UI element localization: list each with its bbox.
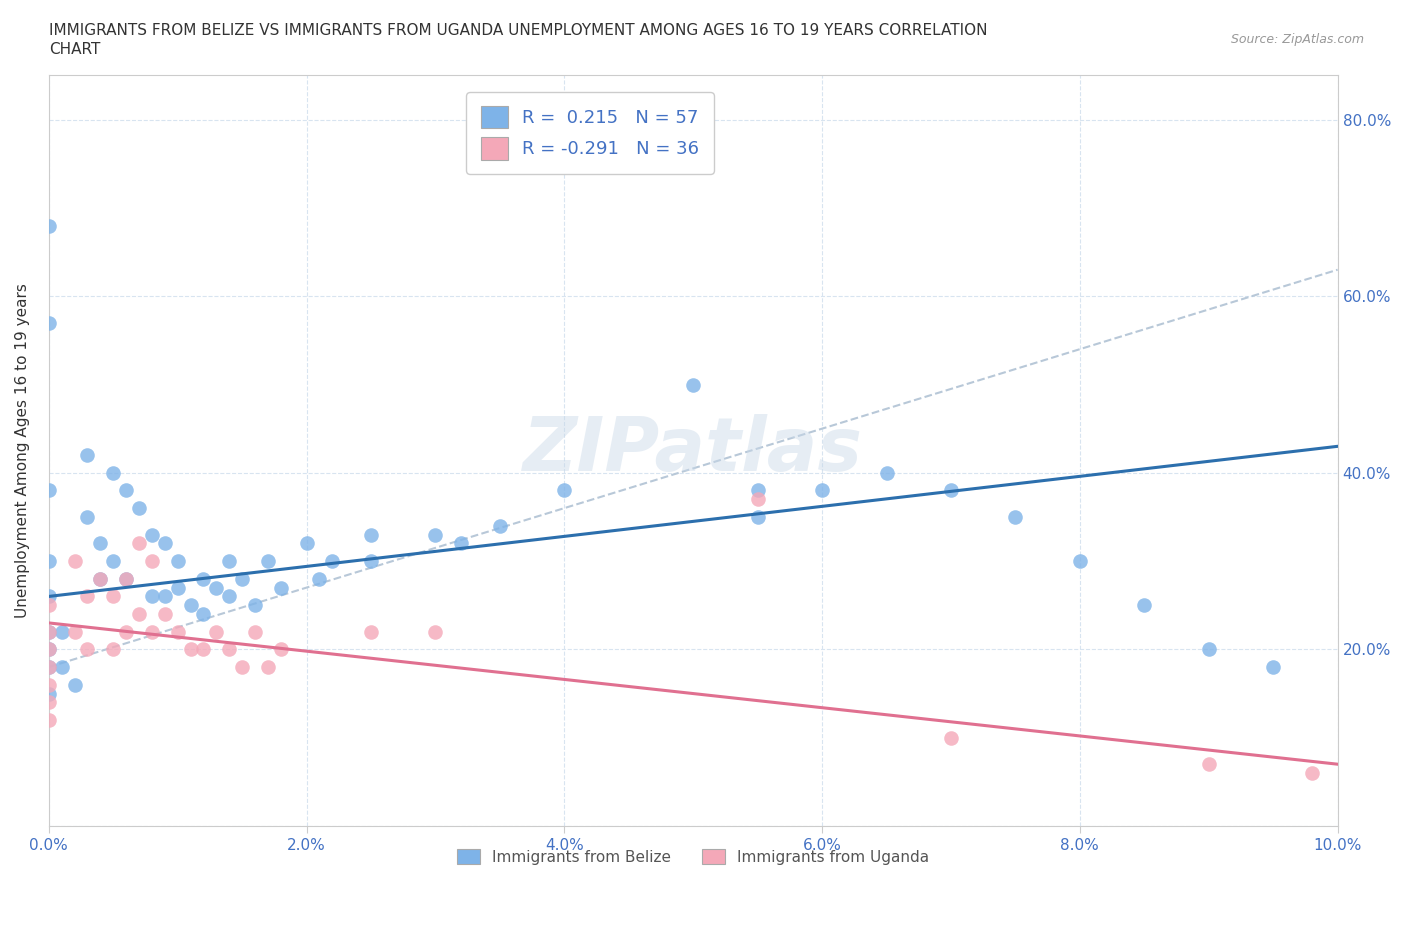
Point bbox=[360, 553, 382, 568]
Point bbox=[38, 677, 60, 692]
Text: CHART: CHART bbox=[49, 42, 101, 57]
Point bbox=[193, 642, 215, 657]
Point bbox=[489, 518, 512, 533]
Text: ZIPatlas: ZIPatlas bbox=[523, 414, 863, 487]
Point bbox=[876, 465, 898, 480]
Point bbox=[1198, 642, 1220, 657]
Point bbox=[939, 730, 962, 745]
Point bbox=[153, 606, 176, 621]
Point bbox=[308, 571, 330, 586]
Point bbox=[76, 589, 98, 604]
Point bbox=[63, 553, 86, 568]
Y-axis label: Unemployment Among Ages 16 to 19 years: Unemployment Among Ages 16 to 19 years bbox=[15, 284, 30, 618]
Point bbox=[425, 527, 447, 542]
Point bbox=[218, 553, 240, 568]
Point bbox=[360, 527, 382, 542]
Point bbox=[747, 492, 769, 507]
Point bbox=[38, 483, 60, 498]
Point bbox=[166, 553, 188, 568]
Point bbox=[63, 624, 86, 639]
Point bbox=[553, 483, 575, 498]
Point bbox=[38, 642, 60, 657]
Point bbox=[166, 580, 188, 595]
Point bbox=[38, 219, 60, 233]
Point bbox=[89, 536, 111, 551]
Point bbox=[38, 659, 60, 674]
Point bbox=[76, 642, 98, 657]
Point bbox=[63, 677, 86, 692]
Point bbox=[38, 695, 60, 710]
Point bbox=[243, 598, 266, 613]
Point bbox=[682, 377, 704, 392]
Point bbox=[747, 510, 769, 525]
Point bbox=[257, 659, 280, 674]
Point bbox=[115, 624, 138, 639]
Point bbox=[1198, 757, 1220, 772]
Point bbox=[76, 447, 98, 462]
Point bbox=[939, 483, 962, 498]
Point bbox=[1133, 598, 1156, 613]
Point bbox=[425, 624, 447, 639]
Point bbox=[321, 553, 343, 568]
Point bbox=[218, 589, 240, 604]
Point bbox=[270, 580, 292, 595]
Point bbox=[38, 624, 60, 639]
Point bbox=[205, 624, 228, 639]
Point bbox=[89, 571, 111, 586]
Point bbox=[141, 527, 163, 542]
Point bbox=[38, 642, 60, 657]
Point bbox=[38, 553, 60, 568]
Point bbox=[193, 571, 215, 586]
Point bbox=[76, 510, 98, 525]
Point bbox=[115, 571, 138, 586]
Point bbox=[231, 571, 253, 586]
Point bbox=[141, 589, 163, 604]
Point bbox=[153, 589, 176, 604]
Point bbox=[193, 606, 215, 621]
Point bbox=[1069, 553, 1091, 568]
Point bbox=[89, 571, 111, 586]
Text: IMMIGRANTS FROM BELIZE VS IMMIGRANTS FROM UGANDA UNEMPLOYMENT AMONG AGES 16 TO 1: IMMIGRANTS FROM BELIZE VS IMMIGRANTS FRO… bbox=[49, 23, 987, 38]
Point bbox=[115, 483, 138, 498]
Point bbox=[128, 536, 150, 551]
Point bbox=[360, 624, 382, 639]
Point bbox=[103, 589, 125, 604]
Point bbox=[295, 536, 318, 551]
Point bbox=[103, 642, 125, 657]
Point bbox=[103, 553, 125, 568]
Point bbox=[38, 315, 60, 330]
Point bbox=[38, 589, 60, 604]
Point bbox=[166, 624, 188, 639]
Point bbox=[141, 553, 163, 568]
Legend: Immigrants from Belize, Immigrants from Uganda: Immigrants from Belize, Immigrants from … bbox=[451, 843, 935, 870]
Point bbox=[103, 465, 125, 480]
Point bbox=[51, 659, 73, 674]
Point bbox=[38, 659, 60, 674]
Point bbox=[270, 642, 292, 657]
Point bbox=[180, 642, 202, 657]
Point bbox=[450, 536, 472, 551]
Point bbox=[141, 624, 163, 639]
Point bbox=[38, 598, 60, 613]
Point bbox=[243, 624, 266, 639]
Point bbox=[811, 483, 834, 498]
Point bbox=[115, 571, 138, 586]
Point bbox=[747, 483, 769, 498]
Point bbox=[38, 686, 60, 701]
Point bbox=[231, 659, 253, 674]
Point bbox=[180, 598, 202, 613]
Point bbox=[153, 536, 176, 551]
Point bbox=[1263, 659, 1285, 674]
Point bbox=[257, 553, 280, 568]
Point bbox=[218, 642, 240, 657]
Point bbox=[205, 580, 228, 595]
Point bbox=[38, 624, 60, 639]
Point bbox=[1004, 510, 1026, 525]
Point bbox=[51, 624, 73, 639]
Point bbox=[128, 500, 150, 515]
Point bbox=[128, 606, 150, 621]
Point bbox=[1301, 765, 1323, 780]
Point bbox=[38, 712, 60, 727]
Text: Source: ZipAtlas.com: Source: ZipAtlas.com bbox=[1230, 33, 1364, 46]
